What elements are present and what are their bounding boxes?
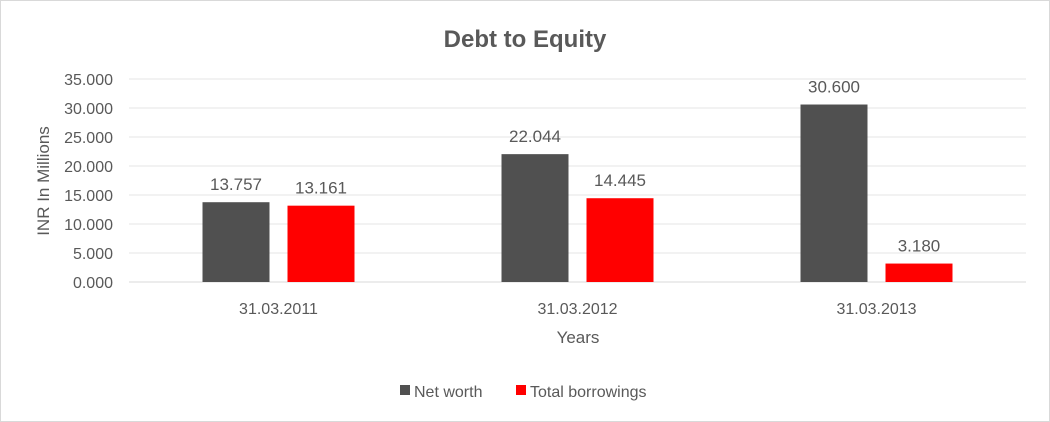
data-label: 14.445: [594, 171, 646, 190]
y-tick-label: 0.000: [73, 275, 113, 292]
data-label: 22.044: [509, 127, 561, 146]
y-tick-label: 25.000: [64, 130, 113, 147]
y-tick-label: 30.000: [64, 101, 113, 118]
data-label: 3.180: [898, 237, 941, 256]
y-tick-label: 20.000: [64, 159, 113, 176]
legend-swatch: [400, 385, 410, 395]
legend-label: Net worth: [414, 384, 482, 401]
data-label: 30.600: [808, 78, 860, 97]
y-tick-label: 5.000: [73, 246, 113, 263]
bar-total-borrowings: [885, 263, 953, 282]
y-tick-label: 15.000: [64, 188, 113, 205]
legend-swatch: [516, 385, 526, 395]
bar-net-worth: [202, 202, 270, 282]
y-tick-label: 10.000: [64, 217, 113, 234]
x-tick-label: 31.03.2011: [239, 301, 318, 318]
bar-total-borrowings: [287, 205, 355, 282]
bar-total-borrowings: [586, 198, 654, 282]
data-label: 13.161: [295, 179, 347, 198]
y-tick-label: 35.000: [64, 72, 113, 89]
bar-net-worth: [501, 154, 569, 282]
chart-title: Debt to Equity: [444, 26, 607, 53]
legend-label: Total borrowings: [530, 384, 647, 401]
x-tick-label: 31.03.2013: [836, 301, 916, 318]
data-label: 13.757: [210, 175, 262, 194]
y-axis-title: INR In Millions: [34, 126, 53, 236]
bar-net-worth: [800, 104, 868, 283]
x-tick-label: 31.03.2012: [537, 301, 617, 318]
x-axis-title: Years: [557, 328, 600, 347]
